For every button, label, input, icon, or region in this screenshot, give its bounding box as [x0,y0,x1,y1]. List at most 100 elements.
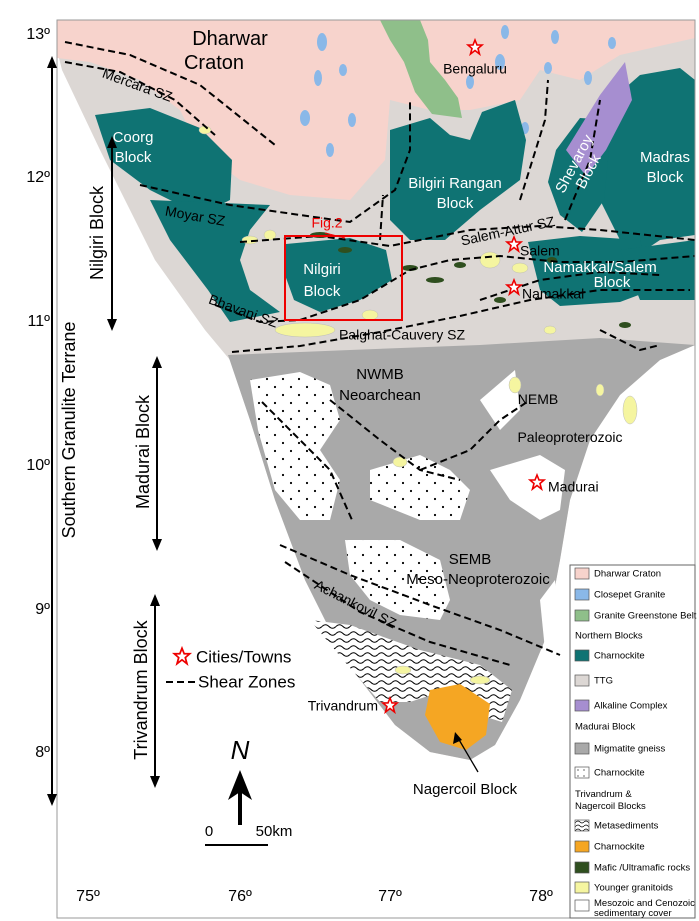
map-shape [519,79,549,201]
north-arrow [228,770,252,800]
map-shape [479,251,501,269]
map-shape [544,62,552,74]
key-label: Shear Zones [198,672,295,691]
map-shape [574,742,590,755]
cities: Bengaluru Salem Namakkal Madurai Trivand… [308,37,599,715]
map-shape [584,71,592,85]
map-shape [574,588,590,601]
map-shape [390,100,526,240]
map-shape [64,41,276,146]
longitude-label: 75º [76,888,100,905]
latitude-label: 11º [28,313,51,330]
map-shape: Meso-Neoproterozoic [406,571,550,588]
map-shape: Madras [640,149,690,166]
map-shape: sedimentary cover [594,908,672,919]
map-shape: Paleoproterozoic [517,429,622,445]
north-label: N [231,735,250,765]
map-shape: Nilgiri [303,261,341,278]
map-shape [231,289,690,353]
pointer-arrow [457,737,479,773]
longitude-labels: 75º 76º 77º 78º [76,888,553,905]
map-shape [599,329,661,352]
map-shape [150,776,160,788]
map-shape [261,401,353,521]
map-shape [370,455,470,520]
map-shape: Craton [184,52,244,74]
map-shape [551,30,559,44]
legend-label: Metasediments [594,821,659,832]
legend-label: TTG [594,676,613,687]
map-shape: Bilgiri Rangan [408,175,501,192]
latitude-label: 13º [26,26,50,43]
legend-label: Closepet Granite [594,590,665,601]
map-shape: Block [647,169,684,186]
region-label: Coorg Block [113,129,154,166]
city-label: Namakkal [522,286,584,302]
map-shape [285,238,392,312]
map-shape [47,794,57,806]
map-shape [379,194,384,241]
map-shape [95,108,232,215]
map-shape [574,840,590,853]
map-shape [566,62,632,176]
map-shape [152,356,162,368]
longitude-label: 78º [529,888,553,905]
map-shape: Block [437,195,474,212]
legend-label: Dharwar Craton [594,569,661,580]
map-shape [47,56,57,68]
map-shape [619,322,631,328]
map-shape [574,881,590,894]
map-shape [495,54,505,70]
map-shape [574,699,590,712]
longitude-label: 76º [228,888,252,905]
map-shape: NWMB [356,366,404,383]
map-shape [508,376,522,394]
key-city-marker [171,645,193,667]
map-shape [426,277,444,283]
legend-heading: Northern Blocks [575,631,643,642]
map-shape [511,262,529,274]
legend-label: Mafic /Ultramafic rocks [594,863,690,874]
map-shape [574,567,590,580]
region-label: Dharwar Craton [184,28,268,74]
map-shape [569,564,696,919]
region-label: Bilgiri Rangan Block [408,175,501,212]
map-shape [600,68,695,260]
map-shape [469,675,491,685]
region-label: SEMB Meso-Neoproterozoic [406,551,550,588]
city-label: Bengaluru [443,61,507,77]
map-shape [284,235,403,321]
map-shape [392,456,408,468]
block-arrow-heads [47,56,162,806]
city-marker [504,234,524,254]
map-shape [574,861,590,874]
map-shape [574,609,590,622]
map-shape [139,100,411,224]
side-label: Southern Granulite Terrane [59,322,79,539]
map-shape [345,540,450,620]
region-label: Nagercoil Block [413,781,518,798]
block-arrows [51,62,158,800]
legend-label: Mesozoic and Cenozoic sedimentary cover [594,898,695,919]
legend-heading: Trivandrum & Nagercoil Blocks [575,789,646,812]
figure-reference: Fig.2 [311,215,342,231]
map-shape: Neoarchean [339,387,421,404]
region-label: Namakkal/Salem Block [543,259,656,291]
map-shape [574,674,590,687]
map-shape: Mesozoic and Cenozoic [594,898,695,909]
map-shape [543,325,557,335]
map-shape: Namakkal/Salem [543,259,656,276]
side-label: Madurai Block [133,394,153,509]
city-label: Madurai [548,479,599,495]
region-label: Nilgiri Block [303,261,341,300]
map-shape [329,399,461,481]
map-shape [324,232,346,239]
legend-label: Charnockite [594,768,645,779]
latitude-label: 9º [35,601,50,618]
map-shape [152,539,162,551]
map-shape [338,247,352,253]
city-marker [380,695,400,715]
legend-label: Charnockite [594,651,645,662]
map-shape [380,20,462,118]
